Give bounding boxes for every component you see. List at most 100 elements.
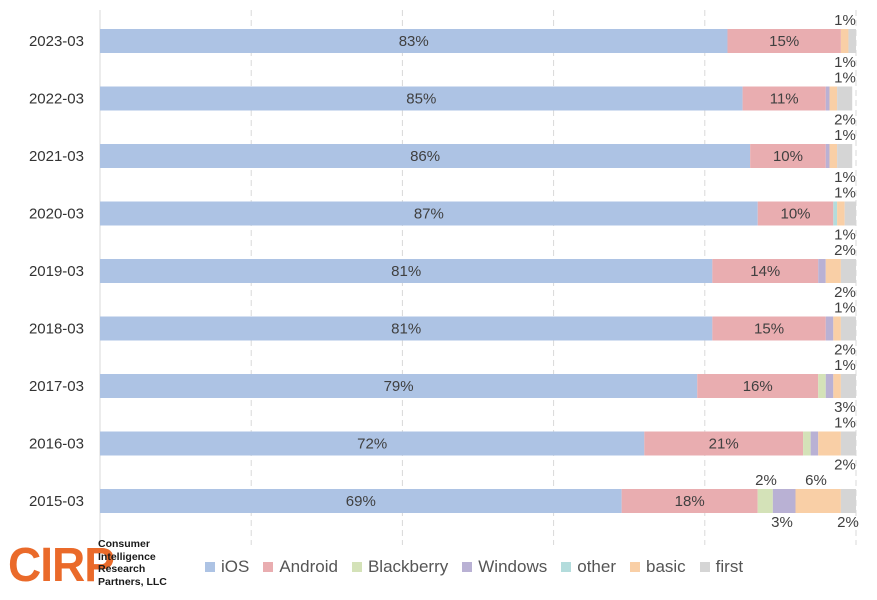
data-label: 1% [834, 185, 856, 202]
data-label: 2% [837, 514, 859, 531]
legend-label: Windows [478, 557, 548, 576]
bar-segment-basic [829, 86, 838, 111]
legend-item: other [561, 557, 616, 577]
bar-segment-basic [833, 316, 841, 341]
legend-item: basic [629, 557, 686, 577]
data-label: 2% [834, 457, 856, 474]
bar-segment-first [848, 29, 856, 53]
bar-segment-android [727, 29, 841, 53]
bar-segment-blackberry [803, 431, 811, 456]
bar-segment-ios [100, 86, 743, 111]
logo-line: Research [98, 563, 146, 575]
legend-item: Android [263, 557, 338, 577]
data-label: 2% [834, 242, 856, 259]
legend-swatch [561, 562, 572, 572]
bar-segment-ios [100, 29, 728, 53]
legend-item: Blackberry [351, 557, 449, 577]
bar-segment-windows [810, 431, 819, 456]
logo-mark: CIRP [8, 536, 115, 592]
category-label: 2020-03 [29, 206, 84, 223]
data-label: 15% [754, 321, 784, 338]
data-label: 1% [834, 227, 856, 244]
bar-segment-windows [825, 374, 834, 398]
bar-segment-ios [100, 316, 713, 341]
bar-segment-ios [100, 201, 758, 226]
bar-segment-first [837, 86, 853, 111]
legend-item: first [699, 557, 743, 577]
data-label: 81% [391, 321, 421, 338]
data-label: 6% [805, 472, 827, 489]
category-labels: 2023-03 2022-03 2021-03 2020-03 2019-03 2018-… [29, 33, 84, 510]
bar-segment-basic [833, 374, 841, 398]
bar-segment-android [757, 201, 834, 226]
legend-label: other [577, 557, 616, 576]
bar-segment-first [837, 144, 853, 168]
bar-segment-basic [818, 431, 841, 456]
bar-segment-android [697, 374, 819, 398]
bar-segment-first [840, 489, 856, 513]
bar-segment-android [750, 144, 826, 168]
cirp-logo: CIRP Consumer Intelligence Research Part… [8, 534, 188, 594]
bars [100, 29, 856, 513]
bar-segment-ios [100, 374, 698, 398]
category-label: 2022-03 [29, 91, 84, 108]
legend-item: Windows [462, 557, 547, 577]
bar-segment-first [840, 316, 856, 341]
category-label: 2017-03 [29, 378, 84, 395]
data-label: 3% [834, 399, 856, 416]
data-label: 1% [834, 127, 856, 144]
data-label: 10% [773, 148, 803, 165]
data-label: 21% [709, 436, 739, 453]
bar-segment-android [712, 316, 826, 341]
bar-segment-ios [100, 489, 622, 513]
data-label: 16% [743, 378, 773, 395]
bar-segment-android [621, 489, 758, 513]
data-label: 3% [771, 514, 793, 531]
data-label: 2% [834, 284, 856, 301]
data-label: 1% [834, 70, 856, 87]
bar-segment-basic [825, 259, 841, 283]
data-label: 1% [834, 54, 856, 71]
bar-segment-basic [840, 29, 849, 53]
legend-swatch [699, 562, 710, 572]
data-label: 2% [755, 472, 777, 489]
bar-segment-android [742, 86, 826, 111]
legend-swatch [205, 562, 215, 572]
data-label: 87% [414, 206, 444, 223]
category-label: 2021-03 [29, 148, 84, 165]
bar-segment-basic [837, 201, 845, 226]
legend-swatch [351, 562, 362, 572]
category-label: 2023-03 [29, 33, 84, 50]
chart-legend: iOS Android Blackberry Windows other basic fir… [205, 555, 743, 579]
category-label: 2015-03 [29, 493, 84, 510]
data-label: 86% [410, 148, 440, 165]
data-label: 79% [384, 378, 414, 395]
bar-segment-ios [100, 431, 645, 456]
data-label: 2% [834, 112, 856, 129]
data-label: 1% [834, 12, 856, 29]
data-label: 69% [346, 493, 376, 510]
data-label: 1% [834, 169, 856, 186]
bar-segment-windows [818, 259, 826, 283]
bar-segment-first [844, 201, 856, 226]
legend-swatch [263, 562, 274, 572]
category-label: 2018-03 [29, 321, 84, 338]
bar-segment-first [840, 259, 856, 283]
legend-label: basic [645, 557, 686, 576]
bar-segment-android [644, 431, 804, 456]
legend-label: Blackberry [367, 557, 449, 576]
bar-segment-ios [100, 259, 713, 283]
data-label: 11% [770, 91, 799, 108]
bar-segment-blackberry [757, 489, 773, 513]
bar-segment-windows [825, 86, 830, 111]
data-label: 85% [406, 91, 436, 108]
data-label: 15% [769, 33, 799, 50]
data-label: 1% [834, 300, 856, 317]
bar-segment-first [840, 431, 856, 456]
logo-line: Consumer [98, 538, 150, 550]
data-label: 1% [834, 415, 856, 432]
logo-line: Partners, LLC [98, 575, 167, 588]
logo-text: Consumer Intelligence Research Partners,… [98, 538, 188, 588]
bar-segment-other [833, 201, 838, 226]
